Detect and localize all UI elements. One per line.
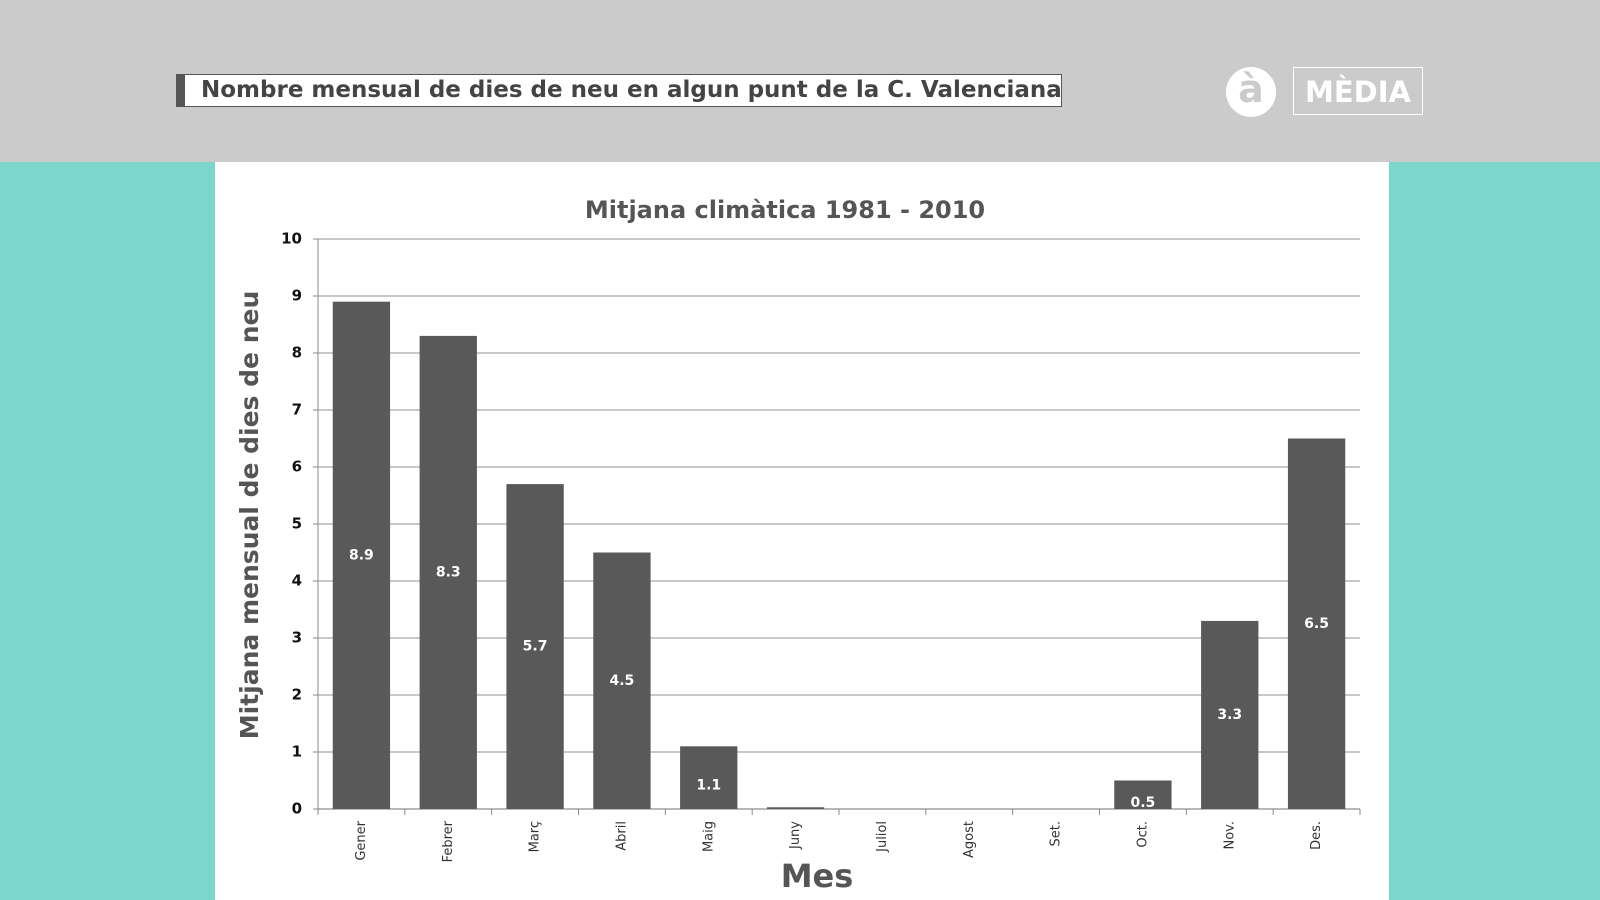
y-tick-label: 3 xyxy=(292,629,302,647)
x-tick-label: Agost xyxy=(962,821,977,858)
x-tick-label: Març xyxy=(528,821,543,852)
y-tick-label: 0 xyxy=(292,800,302,818)
bar xyxy=(332,301,391,809)
y-tick-label: 4 xyxy=(292,572,302,590)
value-label: 5.7 xyxy=(523,639,548,655)
y-tick-label: 7 xyxy=(292,401,302,419)
value-label: 4.5 xyxy=(610,673,635,689)
x-tick-label: Juliol xyxy=(875,821,890,853)
bar xyxy=(1114,780,1172,809)
bar xyxy=(766,807,825,809)
x-tick-label: Abril xyxy=(614,821,629,851)
y-axis-label: Mitjana mensual de dies de neu xyxy=(235,291,264,740)
logo-text: MÈDIA xyxy=(1293,67,1423,115)
x-tick-label: Juny xyxy=(788,821,803,850)
value-label: 6.5 xyxy=(1304,616,1329,632)
bar xyxy=(1287,438,1346,809)
y-tick-label: 9 xyxy=(292,287,302,305)
chart-panel xyxy=(215,162,1389,900)
bar xyxy=(506,484,564,809)
header-title: Nombre mensual de dies de neu en algun p… xyxy=(176,74,1062,107)
value-label: 8.9 xyxy=(349,547,374,563)
value-label: 1.1 xyxy=(696,778,721,794)
value-label: 3.3 xyxy=(1217,707,1242,723)
x-axis-label: Mes xyxy=(781,857,854,895)
x-tick-label: Nov. xyxy=(1222,821,1237,850)
bar xyxy=(1201,620,1259,809)
x-tick-label: Oct. xyxy=(1135,821,1150,848)
value-label: 8.3 xyxy=(436,564,461,580)
bar xyxy=(593,552,651,809)
x-tick-label: Des. xyxy=(1309,821,1324,850)
bar xyxy=(419,335,477,809)
y-tick-label: 8 xyxy=(292,344,302,362)
x-tick-label: Febrer xyxy=(441,820,456,862)
y-tick-label: 5 xyxy=(292,515,302,533)
value-label: 0.5 xyxy=(1131,795,1156,811)
bar xyxy=(680,746,738,809)
x-tick-label: Gener xyxy=(354,820,369,860)
x-tick-label: Maig xyxy=(701,821,716,852)
y-tick-label: 1 xyxy=(292,743,302,761)
y-tick-label: 10 xyxy=(281,230,302,248)
x-tick-label: Set. xyxy=(1049,821,1064,846)
logo-mark: à xyxy=(1226,67,1276,117)
chart-title: Mitjana climàtica 1981 - 2010 xyxy=(585,196,985,224)
y-tick-label: 6 xyxy=(292,458,302,476)
y-tick-label: 2 xyxy=(292,686,302,704)
